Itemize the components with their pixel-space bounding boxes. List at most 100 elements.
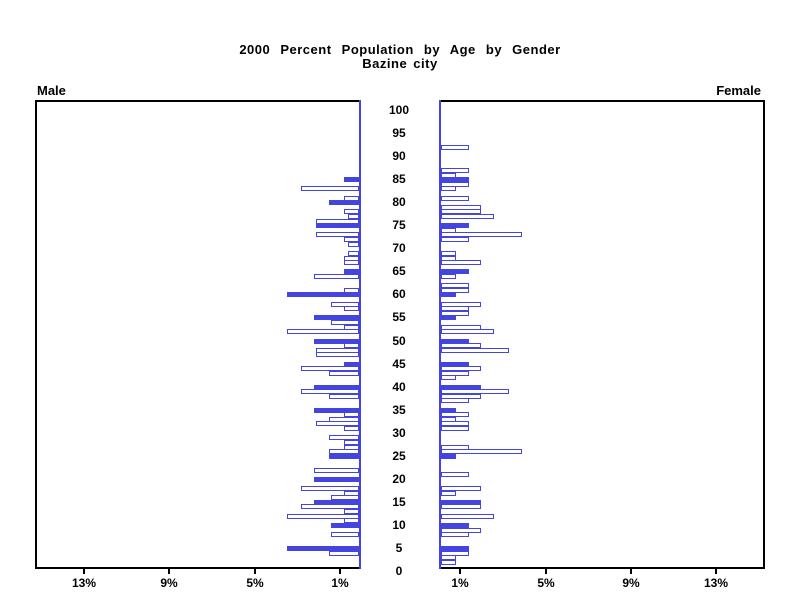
age-tick-label-35: 35	[392, 403, 406, 417]
bar-female-age-73	[441, 232, 522, 237]
bar-female-age-62	[441, 283, 469, 288]
age-tick-label-40: 40	[392, 380, 406, 394]
pct-tick-female-5	[545, 569, 547, 574]
age-tick-label-5: 5	[395, 541, 403, 555]
bar-female-age-12	[441, 514, 494, 519]
pct-tick-male-5	[254, 569, 256, 574]
bar-male-age-49	[344, 343, 359, 348]
bar-male-age-32	[316, 421, 359, 426]
pct-tick-label-female-1: 1%	[451, 576, 469, 590]
bar-female-age-21	[441, 472, 469, 477]
age-tick-label-60: 60	[392, 287, 406, 301]
bar-female-age-17	[441, 491, 456, 496]
bar-female-age-77	[441, 214, 494, 219]
bar-male-age-20	[314, 477, 359, 482]
bar-male-age-75	[316, 223, 359, 228]
bar-male-age-69	[348, 251, 359, 256]
pct-tick-female-9	[630, 569, 632, 574]
bar-male-age-80	[329, 200, 359, 205]
age-tick-label-95: 95	[392, 126, 406, 140]
bar-male-age-52	[287, 329, 359, 334]
bar-male-age-4	[329, 551, 359, 556]
bar-male-age-26	[329, 449, 359, 454]
bar-female-age-65	[441, 269, 469, 274]
bar-male-age-55	[314, 315, 359, 320]
bar-male-age-11	[344, 518, 359, 523]
bar-female-age-10	[441, 523, 469, 528]
bar-female-age-52	[441, 329, 494, 334]
bar-male-age-54	[331, 320, 359, 325]
bar-female-age-81	[441, 196, 469, 201]
bar-male-age-78	[344, 209, 359, 214]
pct-tick-female-1	[459, 569, 461, 574]
age-tick-label-50: 50	[392, 334, 406, 348]
bar-female-age-87	[441, 168, 469, 173]
bar-male-age-73	[316, 232, 359, 237]
bar-female-age-26	[441, 449, 522, 454]
bar-male-age-28	[344, 440, 359, 445]
bar-female-age-57	[441, 306, 469, 311]
pct-tick-label-female-13: 13%	[703, 576, 729, 590]
bar-male-age-10	[331, 523, 359, 528]
pct-tick-label-female-9: 9%	[622, 576, 640, 590]
bar-male-age-57	[344, 306, 359, 311]
bar-female-age-49	[441, 343, 481, 348]
bar-female-age-64	[441, 274, 456, 279]
age-tick-label-100: 100	[388, 103, 410, 117]
bar-male-age-25	[329, 454, 359, 459]
bar-male-age-22	[314, 468, 359, 473]
bar-female-age-31	[441, 426, 469, 431]
age-tick-label-30: 30	[392, 426, 406, 440]
age-tick-label-65: 65	[392, 264, 406, 278]
age-tick-label-75: 75	[392, 218, 406, 232]
bar-male-age-43	[329, 371, 359, 376]
bar-male-age-60	[287, 292, 359, 297]
bar-male-age-65	[344, 269, 359, 274]
bar-female-age-39	[441, 389, 509, 394]
bar-male-age-18	[301, 486, 359, 491]
bar-female-age-32	[441, 421, 469, 426]
male-panel	[35, 100, 361, 569]
bar-female-age-44	[441, 366, 481, 371]
male-axis-label: Male	[37, 83, 66, 98]
bar-male-age-72	[344, 237, 359, 242]
bar-male-age-8	[331, 532, 359, 537]
age-tick-label-70: 70	[392, 241, 406, 255]
bar-female-age-5	[441, 546, 469, 551]
pct-tick-male-9	[168, 569, 170, 574]
bar-female-age-85	[441, 177, 469, 182]
bar-female-age-83	[441, 186, 456, 191]
pct-tick-label-female-5: 5%	[537, 576, 555, 590]
bar-female-age-92	[441, 145, 469, 150]
bar-male-age-39	[301, 389, 359, 394]
age-tick-label-20: 20	[392, 472, 406, 486]
bar-female-age-60	[441, 292, 456, 297]
age-tick-label-15: 15	[392, 495, 406, 509]
bar-female-age-78	[441, 209, 481, 214]
bar-female-age-67	[441, 260, 481, 265]
age-tick-label-0: 0	[395, 564, 403, 578]
bar-female-age-25	[441, 454, 456, 459]
female-axis-label: Female	[716, 83, 761, 98]
bar-female-age-37	[441, 398, 469, 403]
pct-tick-label-male-5: 5%	[246, 576, 264, 590]
bar-female-age-14	[441, 504, 481, 509]
bar-male-age-64	[314, 274, 359, 279]
bar-male-age-71	[348, 242, 359, 247]
bar-female-age-18	[441, 486, 481, 491]
pct-tick-female-13	[715, 569, 717, 574]
female-panel	[439, 100, 765, 569]
bar-male-age-44	[301, 366, 359, 371]
bar-male-age-31	[344, 426, 359, 431]
bar-male-age-35	[314, 408, 359, 413]
bar-male-age-29	[329, 435, 359, 440]
bar-male-age-50	[314, 339, 359, 344]
age-tick-label-90: 90	[392, 149, 406, 163]
bar-female-age-69	[441, 251, 456, 256]
age-tick-label-10: 10	[392, 518, 406, 532]
bar-male-age-38	[329, 394, 359, 399]
bar-female-age-42	[441, 375, 456, 380]
bar-male-age-85	[344, 177, 359, 182]
age-tick-label-55: 55	[392, 310, 406, 324]
male-zero-axis-line	[359, 100, 361, 569]
